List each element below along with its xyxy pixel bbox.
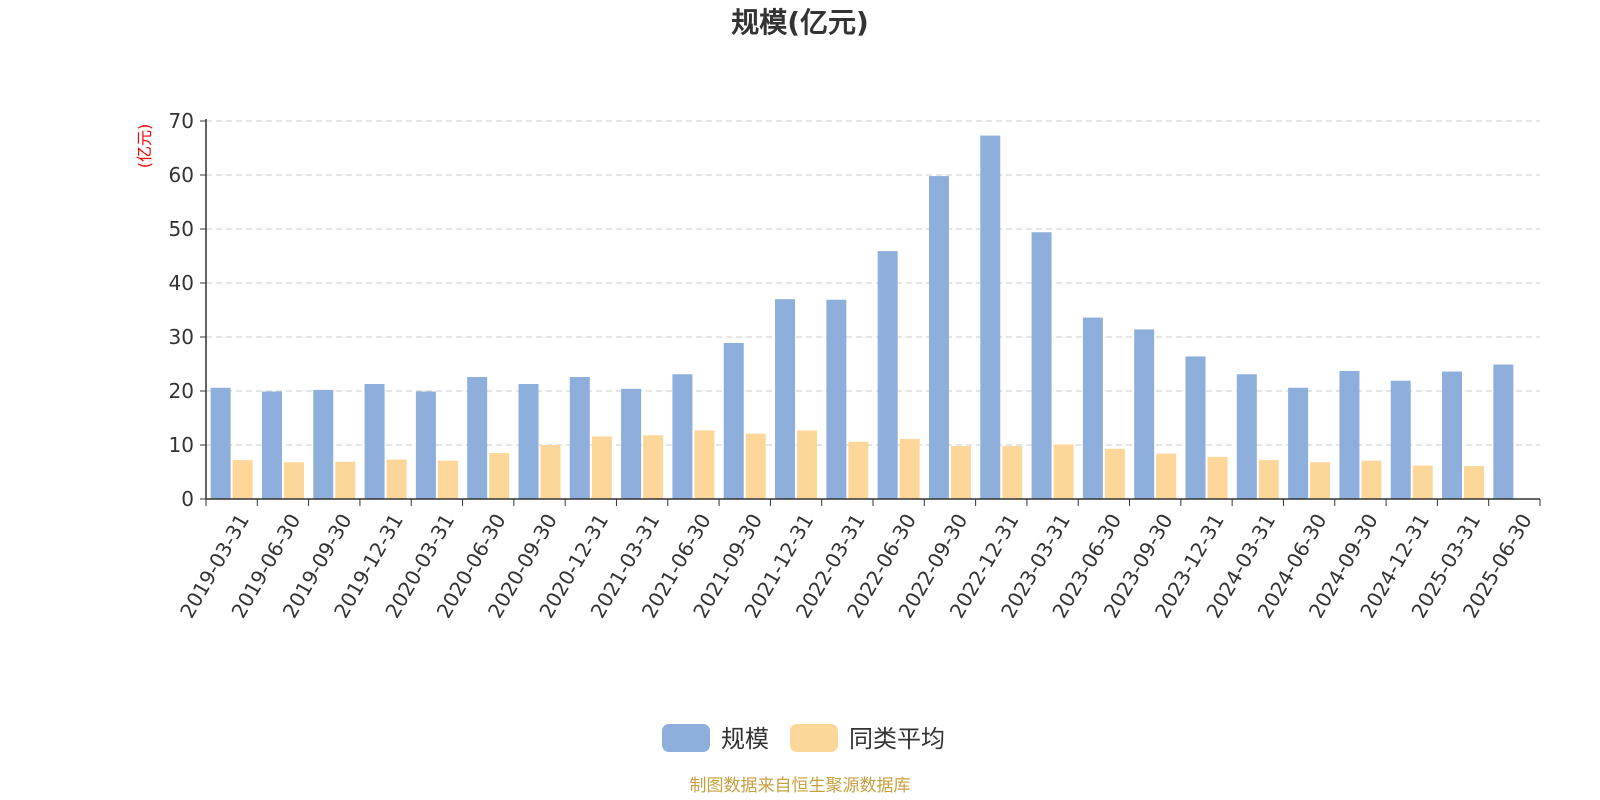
bar-scale[interactable] (1390, 380, 1411, 499)
bar-scale[interactable] (313, 389, 334, 499)
bar-scale[interactable] (928, 176, 949, 499)
bar-peer-average[interactable] (1053, 444, 1074, 499)
bar-scale[interactable] (569, 376, 590, 499)
y-tick-label: 10 (169, 433, 194, 457)
bar-peer-average[interactable] (1310, 462, 1331, 499)
bar-peer-average[interactable] (1464, 466, 1485, 499)
bar-peer-average[interactable] (899, 439, 920, 499)
bar-peer-average[interactable] (489, 453, 510, 499)
bar-scale[interactable] (1031, 232, 1052, 500)
bar-peer-average[interactable] (1156, 453, 1177, 499)
y-tick-label: 0 (181, 487, 194, 511)
bar-peer-average[interactable] (1412, 465, 1433, 499)
legend-item-peer-average[interactable]: 同类平均 (790, 724, 945, 753)
bar-scale[interactable] (672, 374, 693, 499)
legend-label: 规模 (721, 725, 769, 753)
bar-scale[interactable] (518, 383, 539, 499)
y-tick-label: 30 (169, 325, 194, 349)
bar-scale[interactable] (775, 299, 796, 499)
chart-title: 规模(亿元) (731, 6, 869, 39)
bar-peer-average[interactable] (1361, 460, 1382, 499)
legend-label: 同类平均 (849, 725, 945, 753)
bar-peer-average[interactable] (1258, 460, 1279, 499)
y-axis-unit-label: (亿元) (135, 124, 154, 169)
bar-scale[interactable] (1442, 371, 1463, 499)
bar-peer-average[interactable] (694, 430, 715, 499)
bar-scale[interactable] (877, 251, 898, 499)
bar-scale[interactable] (980, 135, 1001, 499)
bar-peer-average[interactable] (1002, 446, 1023, 499)
bar-scale[interactable] (364, 383, 385, 499)
bar-peer-average[interactable] (1207, 456, 1228, 499)
bar-peer-average[interactable] (848, 441, 869, 499)
y-tick-label: 20 (169, 379, 194, 403)
bar-scale[interactable] (826, 299, 847, 499)
bar-scale[interactable] (415, 391, 436, 499)
bar-peer-average[interactable] (232, 460, 253, 499)
y-tick-label: 40 (169, 271, 194, 295)
bars (210, 135, 1514, 500)
y-tick-label: 60 (169, 163, 194, 187)
grid-lines (206, 120, 1540, 446)
y-tick-label: 50 (169, 217, 194, 241)
axes: 0102030405060702019-03-312019-06-302019-… (169, 109, 1541, 622)
bar-scale[interactable] (1236, 374, 1257, 499)
legend-swatch (790, 724, 838, 752)
legend-swatch (662, 724, 710, 752)
bar-scale[interactable] (467, 376, 488, 499)
bar-peer-average[interactable] (745, 433, 766, 499)
bar-peer-average[interactable] (797, 430, 818, 499)
bar-scale[interactable] (261, 391, 282, 499)
bar-scale[interactable] (1082, 317, 1103, 499)
bar-peer-average[interactable] (643, 435, 664, 499)
bar-peer-average[interactable] (540, 445, 561, 499)
bar-peer-average[interactable] (386, 459, 407, 499)
bar-scale[interactable] (1134, 329, 1155, 499)
bar-scale[interactable] (1185, 356, 1206, 499)
bar-scale[interactable] (621, 388, 642, 499)
bar-scale[interactable] (1288, 387, 1309, 499)
legend[interactable]: 规模 同类平均 (662, 724, 945, 753)
bar-scale[interactable] (1493, 364, 1514, 499)
y-tick-label: 70 (169, 109, 194, 133)
bar-peer-average[interactable] (335, 461, 356, 499)
legend-item-scale[interactable]: 规模 (662, 724, 769, 753)
bar-scale[interactable] (210, 387, 231, 499)
source-note: 制图数据来自恒生聚源数据库 (690, 776, 911, 796)
bar-peer-average[interactable] (591, 436, 612, 499)
bar-peer-average[interactable] (1104, 448, 1125, 499)
bar-peer-average[interactable] (437, 460, 458, 499)
bar-scale[interactable] (1339, 371, 1360, 499)
bar-peer-average[interactable] (950, 446, 971, 499)
bar-scale[interactable] (723, 342, 744, 499)
bar-peer-average[interactable] (283, 462, 304, 499)
